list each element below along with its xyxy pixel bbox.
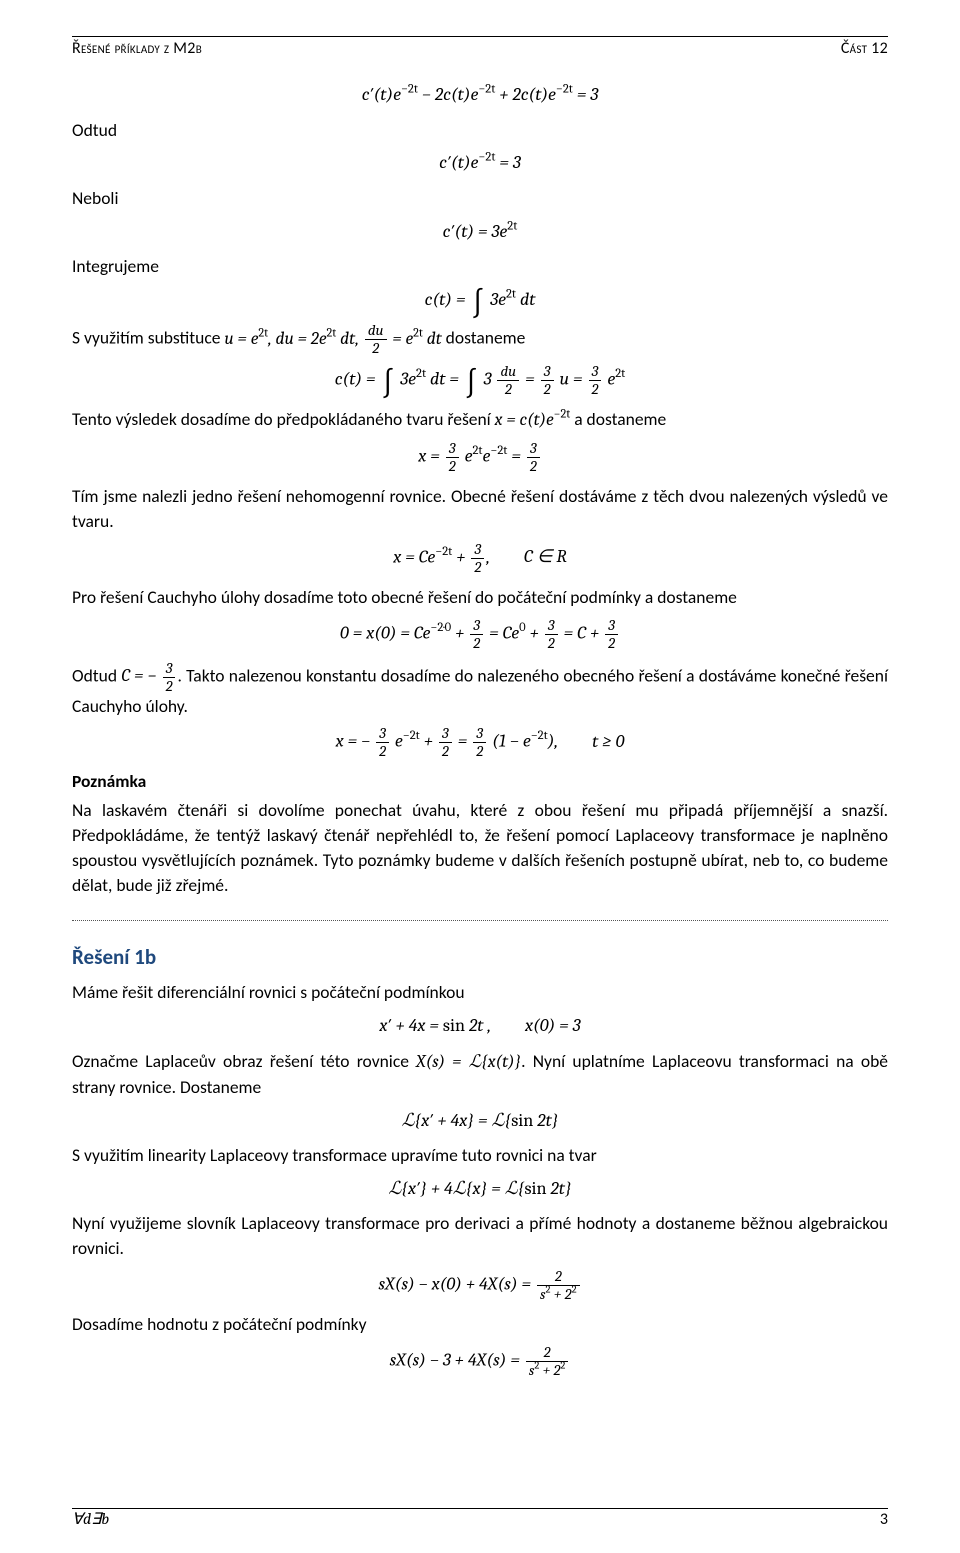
word-neboli: Neboli (72, 186, 888, 211)
word-odtud: Odtud (72, 118, 888, 143)
page-number: 3 (880, 1510, 888, 1529)
para-tim: Tím jsme nalezli jedno řešení nehomogenn… (72, 484, 888, 534)
para-dosad: Dosadíme hodnotu z počáteční podmínky (72, 1312, 888, 1337)
word-integrujeme: Integrujeme (72, 254, 888, 279)
para-oznacme: Označme Laplaceův obraz řešení této rovn… (72, 1049, 888, 1100)
footer-left: ∀d∃b (72, 1509, 109, 1528)
running-header: Řešené příklady z M2b Část 12 (72, 39, 888, 58)
eq7: x = Ce−2t + 32, C ∈ R (72, 542, 888, 575)
eq2: c′(t)e−2t = 3 (72, 150, 888, 176)
footer: ∀d∃b 3 (72, 1508, 888, 1529)
eq8: 0 = x(0) = Ce−2·0 + 32 = Ce0 + 32 = C + … (72, 618, 888, 651)
poznamka-heading: Poznámka (72, 769, 888, 794)
para-svuz: S využitím linearity Laplaceovy transfor… (72, 1143, 888, 1168)
header-left: Řešené příklady z M2b (72, 39, 202, 58)
eq-alg2: sX(s) − 3 + 4X(s) = 2s2 + 22 (72, 1345, 888, 1378)
header-right: Část 12 (841, 39, 888, 58)
body: c′(t)e−2t − 2c(t)e−2t + 2c(t)e−2t = 3 Od… (72, 82, 888, 1378)
para-substitution: S využitím substituce u = e2t, du = 2e2t… (72, 323, 888, 356)
eq-start: c′(t)e−2t − 2c(t)e−2t + 2c(t)e−2t = 3 (72, 82, 888, 108)
para-odtud-c: Odtud C = − 32. Takto nalezenou konstant… (72, 661, 888, 719)
eq-L2: ℒ{x′} + 4ℒ{x} = ℒ{sin 2t} (72, 1176, 888, 1202)
para-nyni: Nyní využijeme slovník Laplaceovy transf… (72, 1211, 888, 1261)
dotted-separator (72, 920, 888, 921)
eq4: c(t) = ∫ 3e2t dt (72, 287, 888, 313)
poznamka-body: Na laskavém čtenáři si dovolíme ponechat… (72, 798, 888, 897)
para-pro: Pro řešení Cauchyho úlohy dosadíme toto … (72, 585, 888, 610)
eq-L1: ℒ{x′ + 4x} = ℒ{sin 2t} (72, 1108, 888, 1134)
eq6: x = 32 e2te−2t = 32 (72, 441, 888, 474)
eq9: x = − 32 e−2t + 32 = 32 (1 − e−2t), t ≥ … (72, 726, 888, 759)
header-rule (72, 36, 888, 37)
eq-ivp: x′ + 4x = sin 2t , x(0) = 3 (72, 1013, 888, 1039)
para-tento: Tento výsledek dosadíme do předpokládané… (72, 407, 888, 433)
section-heading: Řešení 1b (72, 943, 888, 973)
para-mame: Máme řešit diferenciální rovnici s počát… (72, 980, 888, 1005)
eq-alg1: sX(s) − x(0) + 4X(s) = 2s2 + 22 (72, 1269, 888, 1302)
eq5: c(t) = ∫ 3e2t dt = ∫ 3 du2 = 32 u = 32 e… (72, 364, 888, 397)
eq3: c′(t) = 3e2t (72, 219, 888, 245)
